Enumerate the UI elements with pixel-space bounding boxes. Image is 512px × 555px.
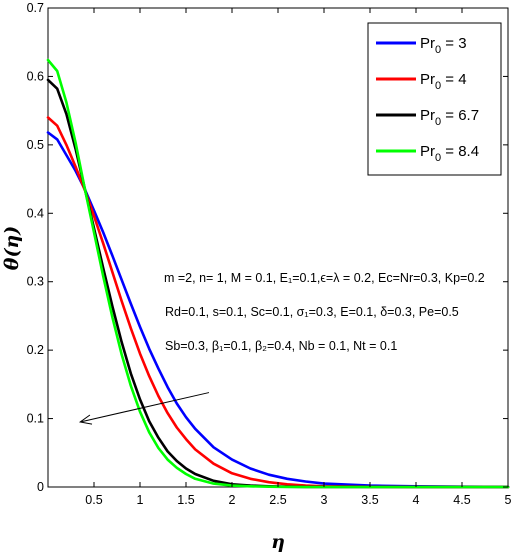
x-tick-label-1: 1 [137,493,144,507]
annotation-line-1: m =2, n= 1, M = 0.1, E₁=0.1,ϵ=λ = 0.2, E… [164,271,485,285]
legend: Pr0 = 3 Pr0 = 4 Pr0 = 6.7 Pr0 = 8.4 [367,22,502,176]
parameter-annotation: m =2, n= 1, M = 0.1, E₁=0.1,ϵ=λ = 0.2, E… [164,271,485,353]
series-layer [46,58,510,489]
x-tick-label-2: 1.5 [177,493,194,507]
y-axis-label: θ(η) [1,226,23,270]
x-tick-label-6: 3.5 [361,493,378,507]
x-tick-label-7: 4 [413,493,420,507]
y-tick-label-7: 0.7 [27,1,44,15]
y-tick-label-2: 0.2 [27,343,44,357]
annotation-line-3: Sb=0.3, β₁=0.1, β₂=0.4, Nb = 0.1, Nt = 0… [165,339,397,353]
legend-entries: Pr0 = 3 Pr0 = 4 Pr0 = 6.7 Pr0 = 8.4 [376,35,479,164]
arrow-head [78,414,93,425]
legend-label-0: Pr0 = 3 [420,35,467,56]
legend-label-2: Pr0 = 6.7 [420,107,479,128]
y-tick-label-6: 0.6 [27,69,44,83]
trend-arrow [78,392,210,425]
series-line-3 [46,58,510,489]
tick-layer: 0.5 1 1.5 2 2.5 3 3.5 4 4.5 5 0 0.1 0.2 0.3 0.4 0.5 0.6 0… [27,1,512,507]
x-tick-label-9: 5 [505,493,512,507]
y-tick-label-1: 0.1 [27,412,44,426]
x-tick-label-0: 0.5 [85,493,102,507]
y-tick-label-0: 0 [37,480,44,494]
y-tick-label-5: 0.5 [27,138,44,152]
y-tick-label-3: 0.3 [27,275,44,289]
x-tick-label-8: 4.5 [453,493,470,507]
legend-label-1: Pr0 = 4 [420,71,467,92]
x-axis-label: η [271,531,285,553]
x-tick-label-4: 2.5 [269,493,286,507]
annotation-line-2: Rd=0.1, s=0.1, Sc=0.1, σ₁=0.3, E=0.1, δ=… [165,305,459,319]
legend-label-3: Pr0 = 8.4 [420,143,479,164]
arrow-shaft [80,392,210,423]
x-tick-label-5: 3 [321,493,328,507]
y-tick-label-4: 0.4 [27,206,44,220]
x-tick-label-3: 2 [229,493,236,507]
